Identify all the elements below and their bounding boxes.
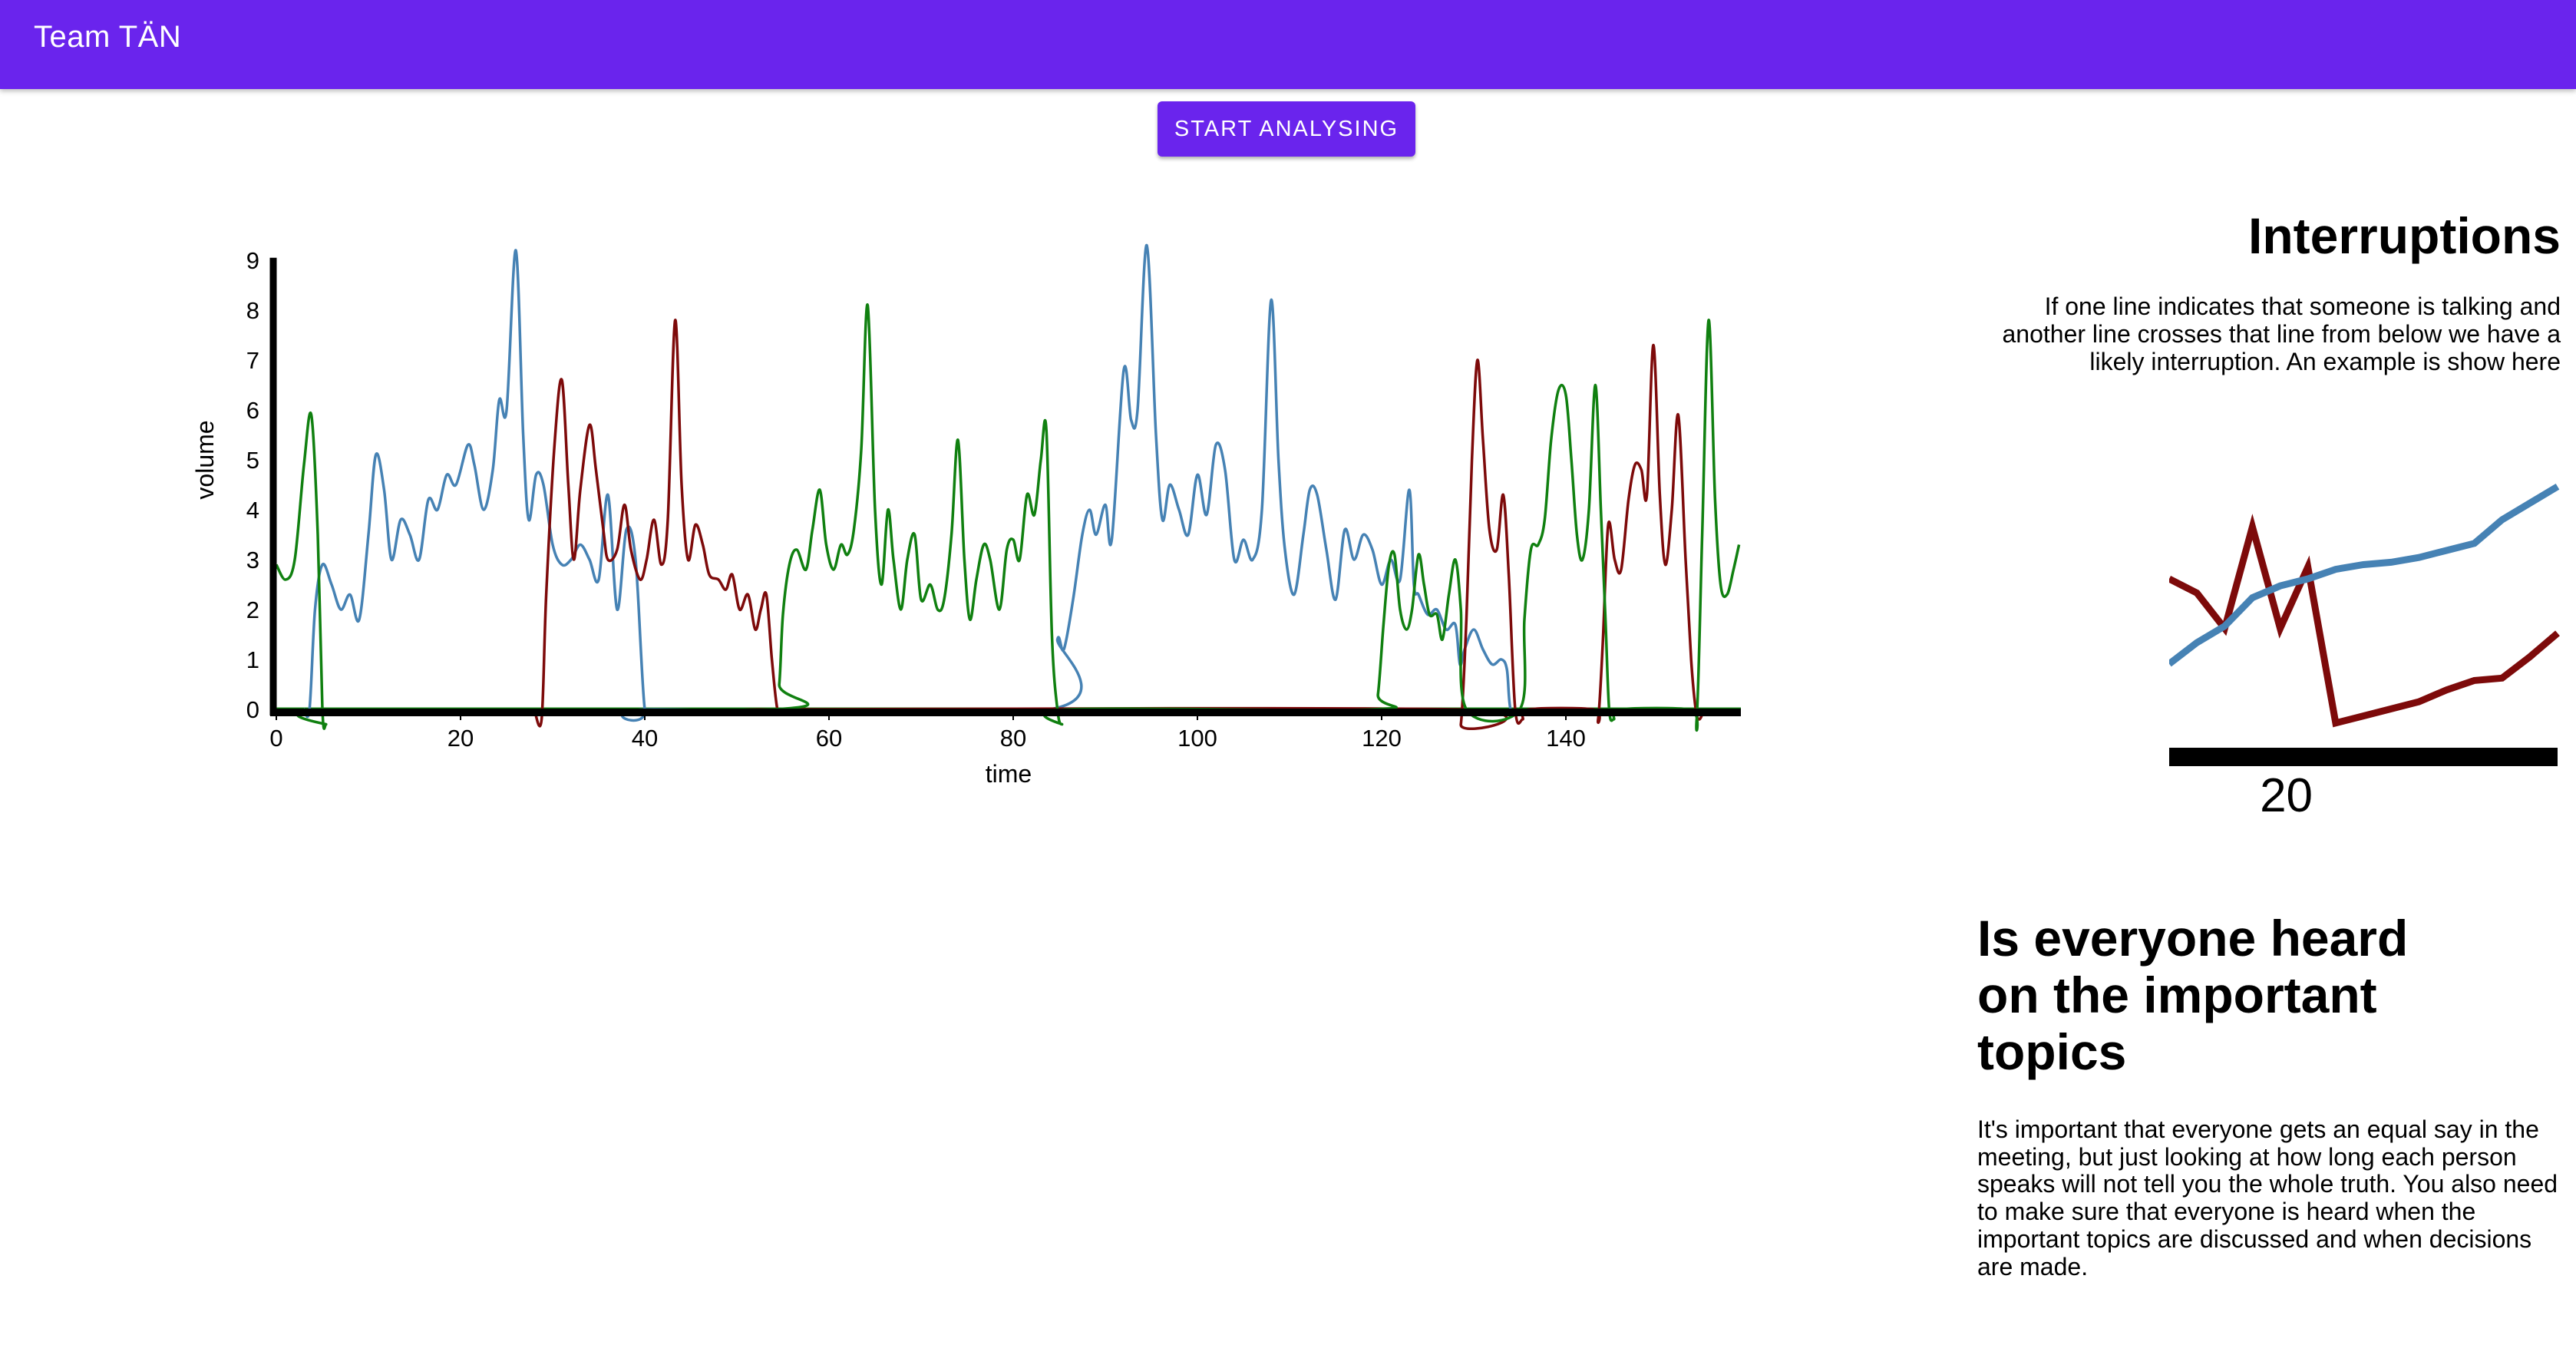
heard-section: Is everyone heard on the important topic… [1977, 910, 2561, 1281]
start-analysing-button[interactable]: START ANALYSING [1158, 101, 1415, 157]
y-tick-label: 2 [246, 596, 259, 623]
app-title: Team TÄN [34, 20, 182, 54]
x-tick-label: 100 [1177, 725, 1217, 752]
x-tick-label: 20 [447, 725, 474, 752]
app-bar: Team TÄN [0, 0, 2576, 89]
y-tick-label: 9 [246, 247, 259, 274]
y-tick-label: 6 [246, 397, 259, 424]
y-tick-label: 5 [246, 447, 259, 474]
heard-heading: Is everyone heard on the important topic… [1977, 910, 2409, 1080]
x-tick-label: 0 [269, 725, 282, 752]
x-tick-label: 60 [816, 725, 842, 752]
volume-chart: 0 1 2 3 4 5 6 7 8 9 0 20 40 60 80 100 120 140 time volume [191, 243, 1741, 788]
interruption-example-chart: 20 [2169, 483, 2560, 821]
example-series-red-line [2169, 514, 2560, 728]
y-tick-label: 7 [246, 347, 259, 374]
x-axis-title: time [986, 760, 1032, 788]
y-tick-label: 4 [246, 497, 259, 524]
y-tick-label: 8 [246, 297, 259, 324]
x-tick-label: 80 [1000, 725, 1026, 752]
example-series-blue-line [2169, 483, 2560, 667]
x-tick-label: 140 [1546, 725, 1586, 752]
y-tick-label: 0 [246, 696, 259, 723]
example-x-tick-label: 20 [2260, 769, 2313, 821]
interruptions-heading: Interruptions [2248, 207, 2561, 264]
x-tick-label: 120 [1362, 725, 1402, 752]
series-lines [275, 243, 1741, 732]
interruptions-text: If one line indicates that someone is ta… [2002, 292, 2561, 375]
y-axis-title: volume [191, 420, 219, 499]
series-blue-line [302, 243, 1521, 722]
y-tick-label: 3 [246, 547, 259, 573]
heard-text: It's important that everyone gets an equ… [1977, 1115, 2558, 1281]
x-tick-label: 40 [632, 725, 658, 752]
y-tick-label: 1 [246, 646, 259, 673]
series-green-line [275, 303, 1741, 732]
series-red-line [533, 319, 1706, 731]
interruptions-section: Interruptions If one line indicates that… [1965, 207, 2561, 375]
